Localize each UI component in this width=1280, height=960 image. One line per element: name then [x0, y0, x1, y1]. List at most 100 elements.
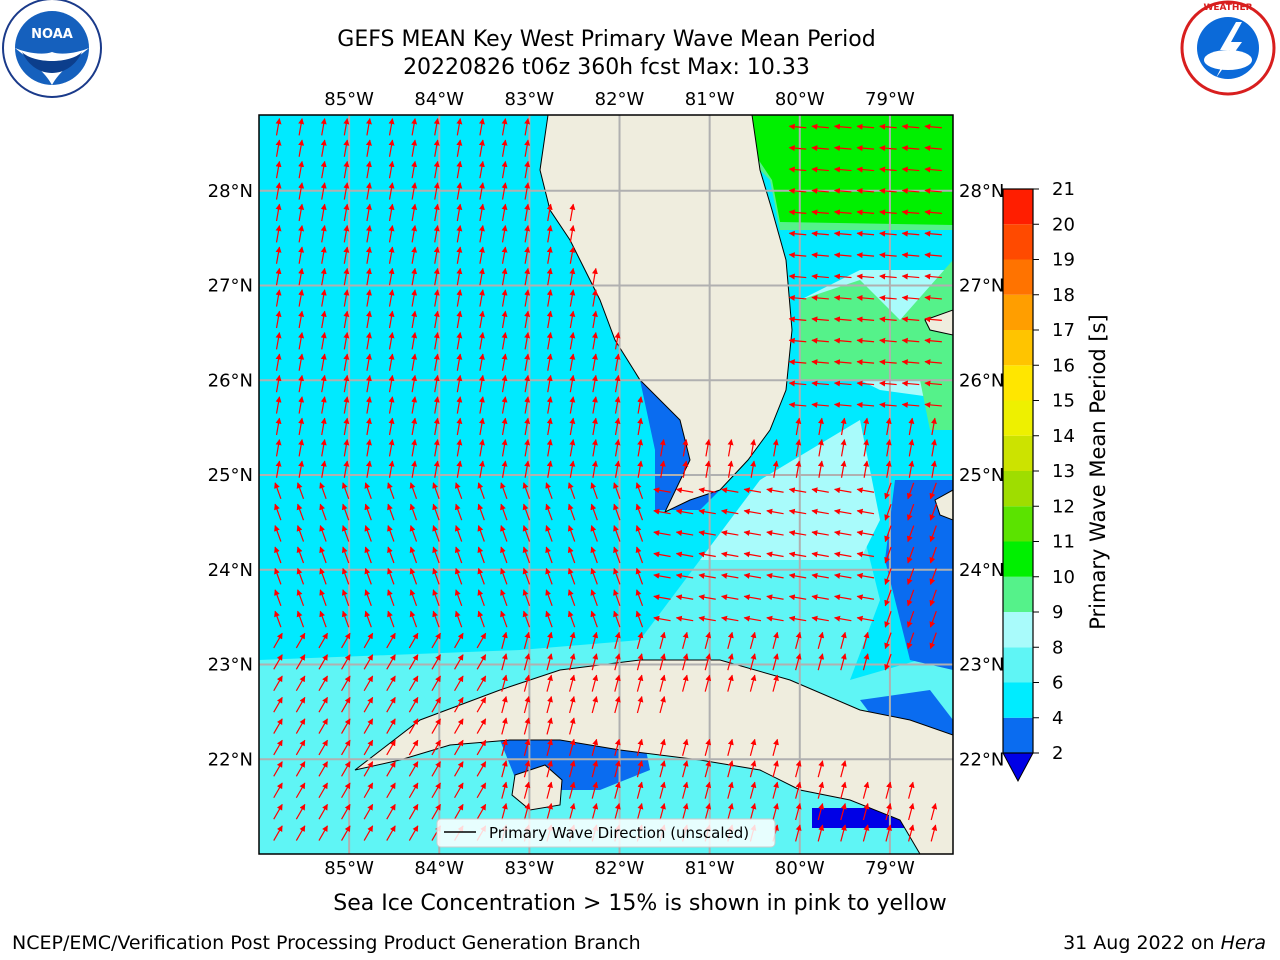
wave-direction-arrow: [750, 460, 757, 478]
wave-direction-arrow: [411, 439, 418, 457]
wave-direction-arrow: [478, 182, 485, 200]
wave-direction-arrow: [545, 567, 553, 585]
wave-direction-arrow: [885, 781, 892, 799]
wave-direction-arrow: [795, 803, 802, 821]
wave-direction-arrow: [341, 567, 350, 585]
wave-direction-arrow: [408, 675, 419, 692]
wave-direction-arrow: [319, 589, 327, 606]
wave-direction-arrow: [477, 589, 485, 606]
wave-direction-arrow: [296, 567, 305, 585]
wave-direction-arrow: [319, 610, 327, 628]
wave-direction-arrow: [569, 310, 576, 329]
wave-direction-arrow: [363, 632, 374, 649]
wave-direction-arrow: [523, 631, 531, 649]
wave-direction-arrow: [659, 803, 666, 821]
wave-direction-arrow: [320, 160, 327, 179]
wave-direction-arrow: [341, 825, 351, 841]
wave-direction-arrow: [341, 632, 351, 649]
wave-direction-arrow: [743, 508, 762, 515]
wave-direction-arrow: [698, 594, 716, 601]
footer-machine: Hera: [1220, 932, 1266, 954]
wave-direction-arrow: [591, 310, 598, 329]
wave-direction-arrow: [501, 717, 508, 735]
colorbar: 2 4 6 8 9 10 11 12 13 14 15 16 17 18 19 20 21: [1002, 179, 1075, 783]
wave-direction-arrow: [567, 610, 576, 628]
wave-direction-arrow: [569, 203, 576, 222]
wave-direction-arrow: [817, 460, 824, 478]
wave-direction-arrow: [522, 525, 531, 542]
wave-direction-arrow: [411, 332, 418, 350]
wave-direction-arrow: [343, 439, 350, 457]
wave-direction-arrow: [273, 782, 283, 799]
wave-direction-arrow: [901, 252, 920, 259]
wave-direction-arrow: [788, 209, 807, 216]
wave-direction-arrow: [833, 316, 852, 323]
wave-direction-arrow: [411, 460, 418, 478]
wave-direction-arrow: [788, 316, 807, 323]
wave-direction-arrow: [743, 572, 762, 579]
wave-direction-arrow: [298, 139, 305, 157]
wave-direction-arrow: [675, 615, 694, 622]
wave-direction-arrow: [388, 460, 395, 478]
wave-direction-arrow: [750, 439, 757, 457]
colorbar-segment: [1003, 224, 1033, 260]
wave-direction-arrow: [704, 653, 712, 671]
wave-direction-arrow: [522, 546, 531, 564]
wave-direction-arrow: [635, 482, 644, 499]
wave-direction-arrow: [884, 611, 892, 628]
wave-direction-arrow: [879, 273, 897, 280]
wave-direction-arrow: [454, 567, 463, 585]
wave-direction-arrow: [840, 824, 847, 842]
wave-direction-arrow: [788, 230, 807, 237]
wave-direction-arrow: [524, 160, 531, 179]
wave-direction-arrow: [388, 353, 395, 371]
wave-direction-arrow: [653, 508, 671, 515]
wave-direction-arrow: [879, 123, 897, 130]
wave-direction-arrow: [478, 310, 485, 329]
wave-direction-arrow: [840, 460, 847, 478]
wave-direction-arrow: [590, 610, 598, 628]
wave-direction-arrow: [811, 145, 829, 152]
wave-direction-arrow: [478, 203, 485, 222]
wave-direction-arrow: [275, 182, 282, 200]
wave-direction-arrow: [766, 594, 784, 601]
wave-direction-arrow: [387, 546, 395, 564]
wave-direction-arrow: [924, 401, 942, 408]
wave-direction-arrow: [275, 289, 282, 307]
wave-direction-arrow: [862, 824, 870, 842]
lat-label-left: 27°N: [208, 276, 253, 297]
wave-direction-arrow: [811, 401, 829, 408]
wave-direction-arrow: [569, 653, 576, 671]
footer-branch: NCEP/EMC/Verification Post Processing Pr…: [12, 932, 641, 954]
wave-direction-arrow: [456, 139, 463, 157]
wave-direction-arrow: [675, 594, 694, 601]
wave-direction-arrow: [298, 225, 305, 243]
wave-direction-arrow: [341, 654, 351, 670]
colorbar-tick-label: 16: [1052, 355, 1075, 376]
wave-direction-arrow: [364, 503, 372, 521]
wave-direction-arrow: [387, 482, 395, 499]
wave-direction-arrow: [856, 508, 875, 515]
wave-direction-arrow: [500, 589, 508, 606]
wave-direction-arrow: [454, 803, 464, 820]
wave-direction-arrow: [388, 267, 395, 286]
wave-direction-arrow: [274, 610, 282, 628]
wave-direction-arrow: [614, 396, 621, 414]
wave-direction-arrow: [411, 374, 418, 393]
wave-direction-arrow: [320, 353, 327, 371]
wave-direction-arrow: [885, 460, 892, 478]
wave-direction-arrow: [788, 359, 807, 366]
lat-label-left: 25°N: [208, 465, 253, 486]
wave-direction-arrow: [546, 353, 553, 371]
wave-direction-arrow: [856, 530, 875, 537]
land-cuba: [354, 659, 953, 854]
wave-direction-arrow: [454, 696, 464, 713]
wave-direction-arrow: [901, 380, 920, 387]
wave-direction-arrow: [727, 738, 734, 756]
wave-direction-arrow: [590, 503, 598, 521]
land-florida: [539, 115, 793, 514]
wave-direction-arrow: [856, 572, 875, 579]
wave-direction-arrow: [546, 460, 553, 478]
wave-direction-arrow: [476, 803, 487, 820]
wave-direction-arrow: [906, 546, 915, 564]
